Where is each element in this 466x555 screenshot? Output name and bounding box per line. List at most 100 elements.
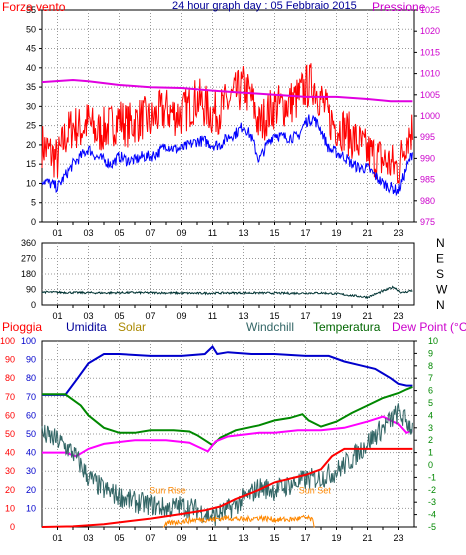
series-layer (41, 345, 413, 528)
series-line-windchill (41, 403, 413, 527)
x-tick-label: 15 (269, 228, 279, 238)
x-tick-label: 21 (362, 533, 372, 543)
y-tick-label: 15 (26, 159, 36, 169)
y-tick-label-rain: 60 (5, 410, 15, 420)
y-tick-label-temperature: 10 (428, 336, 438, 346)
y-tick-label: 5 (31, 198, 36, 208)
y-tick-label-rain: 90 (5, 355, 15, 365)
compass-label: E (436, 252, 444, 266)
x-tick-label: 23 (393, 311, 403, 321)
y-tick-label-temperature: 2 (428, 435, 433, 445)
y-tick-label-right: 975 (420, 217, 435, 227)
y-tick-label: 0 (31, 300, 36, 310)
left-axis-label: Forza vento (2, 0, 66, 14)
y-tick-label: 270 (21, 254, 36, 264)
x-tick-label: 03 (83, 533, 93, 543)
series-line-pioggia (41, 447, 413, 528)
y-tick-label: 0 (31, 217, 36, 227)
y-tick-label: 50 (26, 24, 36, 34)
x-tick-label: 15 (269, 311, 279, 321)
x-tick-label: 05 (114, 533, 124, 543)
x-axis: 01 03 05 07 09 11 13 15 17 19 21 23 (52, 305, 404, 321)
y-axis-left: 0 90 180 270 360 (21, 238, 36, 310)
y-tick-label: 90 (26, 285, 36, 295)
y-tick-label: 40 (26, 63, 36, 73)
series-line-forza-vento (41, 63, 413, 184)
y-tick-label-temperature: 0 (428, 460, 433, 470)
x-tick-label: 07 (145, 228, 155, 238)
y-tick-label-humidity: 100 (21, 336, 36, 346)
compass-label: N (436, 298, 445, 312)
x-tick-label: 13 (238, 533, 248, 543)
x-tick-label: 13 (238, 228, 248, 238)
legend-labels: Pioggia Umidita Solar Windchill Temperat… (2, 320, 466, 334)
y-tick-label: 10 (26, 178, 36, 188)
y-tick-label-temperature: 3 (428, 423, 433, 433)
y-tick-label-temperature: 5 (428, 398, 433, 408)
legend-label-umidita: Umidita (66, 320, 107, 334)
y-tick-label: 30 (26, 101, 36, 111)
x-tick-label: 07 (145, 311, 155, 321)
x-tick-label: 11 (208, 533, 217, 543)
y-tick-label: 55 (26, 5, 36, 15)
x-tick-label: 19 (331, 533, 341, 543)
y-tick-label-rain: 10 (5, 503, 15, 513)
y-tick-label-temperature: -5 (428, 522, 436, 532)
x-tick-label: 21 (362, 228, 372, 238)
y-tick-label-right: 1000 (420, 111, 440, 121)
x-tick-label: 07 (145, 533, 155, 543)
series-line-umidita (42, 345, 413, 396)
y-tick-label-right: 995 (420, 132, 435, 142)
y-axis-temperature: -5 -4 -3 -2 -1 0 1 2 3 4 5 6 7 8 9 10 (414, 336, 438, 532)
y-tick-label-rain: 30 (5, 466, 15, 476)
annotations: Sun Rise Sun Set (149, 486, 331, 496)
series-line-solar (162, 514, 315, 528)
x-tick-label: 11 (208, 228, 217, 238)
y-tick-label-humidity: 90 (26, 355, 36, 365)
x-tick-label: 05 (114, 311, 124, 321)
legend-label-temperatura: Temperatura (313, 320, 381, 334)
x-tick-label: 03 (83, 228, 93, 238)
y-tick-label-humidity: 80 (26, 373, 36, 383)
x-tick-label: 21 (362, 311, 372, 321)
y-tick-label-temperature: 6 (428, 386, 433, 396)
series-layer (41, 285, 413, 300)
y-axis-right: 975 980 985 990 995 1000 1005 1010 1015 1020 1025 (414, 5, 440, 227)
y-tick-label: 20 (26, 140, 36, 150)
y-tick-label-rain: 50 (5, 429, 15, 439)
series-line-velocit-media (41, 114, 413, 197)
y-tick-label-temperature: -1 (428, 472, 436, 482)
annotation-sun-set: Sun Set (299, 486, 332, 496)
x-tick-label: 15 (269, 533, 279, 543)
x-axis: 01 03 05 07 09 11 13 15 17 19 21 23 (52, 527, 404, 543)
x-tick-label: 09 (176, 533, 186, 543)
y-tick-label-right: 1020 (420, 26, 440, 36)
legend-label-pioggia: Pioggia (2, 320, 42, 334)
series-line-temperatura (42, 385, 413, 447)
y-tick-label-right: 1015 (420, 47, 440, 57)
x-tick-label: 17 (300, 311, 310, 321)
y-tick-label-temperature: 4 (428, 410, 433, 420)
x-tick-label: 23 (393, 533, 403, 543)
y-tick-label-humidity: 60 (26, 410, 36, 420)
y-tick-label: 180 (21, 269, 36, 279)
y-tick-label-temperature: -3 (428, 497, 436, 507)
y-axis-humidity: 10 20 30 40 50 60 70 80 90 100 (21, 336, 36, 513)
y-tick-label-temperature: 8 (428, 361, 433, 371)
compass-label: N (436, 236, 445, 250)
y-tick-label-temperature: 9 (428, 348, 433, 358)
x-tick-label: 13 (238, 311, 248, 321)
chart-title: 24 hour graph day : 05 Febbraio 2015 (172, 0, 357, 12)
y-tick-label-humidity: 40 (26, 448, 36, 458)
y-tick-label: 25 (26, 121, 36, 131)
y-tick-label-rain: 0 (10, 522, 15, 532)
x-tick-label: 01 (52, 311, 62, 321)
annotation-sun-rise: Sun Rise (149, 486, 186, 496)
x-tick-label: 01 (52, 228, 62, 238)
y-tick-label-humidity: 30 (26, 466, 36, 476)
